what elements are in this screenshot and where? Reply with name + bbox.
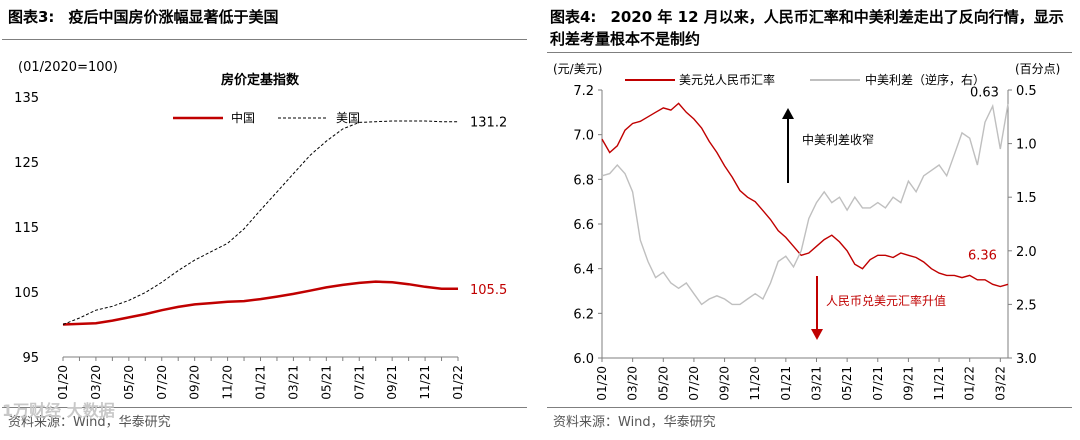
- right-x-tick-label: 09/20: [718, 366, 732, 401]
- annotation-up: 中美利差收窄: [782, 108, 874, 183]
- right-x-tick-label: 05/21: [840, 366, 854, 401]
- annotation-appreciation-text: 人民币兑美元汇率升值: [826, 293, 946, 308]
- left-y-tick-label: 135: [14, 91, 39, 106]
- annotation-down: 人民币兑美元汇率升值: [811, 276, 946, 340]
- spread-end-label: 0.63: [970, 85, 999, 100]
- right-x-tick-label: 09/21: [901, 366, 915, 401]
- right-x-tick-label: 07/20: [687, 366, 701, 401]
- right-source: 资料来源：Wind，华泰研究: [553, 415, 716, 430]
- legend-label-china: 中国: [231, 110, 255, 125]
- left-y-tick-label: 115: [14, 221, 39, 236]
- left-x-tick-label: 03/21: [286, 365, 300, 400]
- left-x-tick-label: 05/20: [122, 365, 136, 400]
- us-series-line: [62, 120, 458, 325]
- right-right-y-tick-label: 0.5: [1016, 84, 1037, 99]
- right-right-y-tick-label: 1.5: [1016, 191, 1037, 206]
- right-right-y-tick-label: 2.0: [1016, 245, 1037, 260]
- left-source: 资料来源：Wind，华泰研究: [8, 415, 171, 430]
- left-x-tick-label: 01/21: [254, 365, 268, 400]
- right-left-axis-label: (元/美元): [553, 62, 602, 76]
- left-chart-title: 房价定基指数: [221, 72, 300, 88]
- left-top-rule: [2, 39, 527, 40]
- right-figure-label: 图表4:: [550, 8, 597, 26]
- right-left-y-tick-label: 6.4: [573, 263, 594, 278]
- up-arrow-icon: [782, 108, 794, 119]
- right-right-y-tick-label: 3.0: [1016, 352, 1037, 367]
- left-unit-note: (01/2020=100): [18, 60, 118, 75]
- left-x-tick-label: 01/22: [451, 365, 465, 400]
- right-legend: 美元兑人民币汇率 中美利差（逆序，右）: [625, 72, 985, 87]
- legend-label-spread: 中美利差（逆序，右）: [865, 72, 985, 87]
- china-end-label: 105.5: [470, 283, 507, 298]
- left-bottom-rule: [2, 407, 527, 408]
- right-x-tick-label: 11/21: [932, 366, 946, 401]
- watermark: 1万财经 大数据: [2, 401, 115, 420]
- left-y-tick-label: 125: [14, 156, 39, 171]
- right-bottom-rule: [547, 407, 1072, 408]
- china-series-line: [62, 280, 458, 326]
- annotation-narrow-text: 中美利差收窄: [802, 132, 874, 147]
- right-x-tick-label: 03/21: [809, 366, 823, 401]
- left-x-tick-label: 05/21: [319, 365, 333, 400]
- down-arrow-icon: [811, 329, 823, 340]
- right-left-y-tick-label: 6.6: [573, 218, 594, 233]
- right-top-rule: [547, 52, 1072, 53]
- left-figure-title: 疫后中国房价涨幅显著低于美国: [68, 8, 279, 26]
- left-panel: 图表3: 疫后中国房价涨幅显著低于美国 (01/2020=100) 房价定基指数 …: [0, 0, 530, 434]
- right-left-y-tick-label: 6.8: [573, 173, 594, 188]
- left-x-tick-label: 07/20: [155, 365, 169, 400]
- left-figure-label: 图表3:: [8, 8, 55, 26]
- us-end-label: 131.2: [470, 116, 507, 131]
- left-x-tick-label: 11/20: [221, 365, 235, 400]
- right-x-tick-label: 07/21: [871, 366, 885, 401]
- fx-end-label: 6.36: [968, 249, 997, 264]
- right-right-y-tick-label: 2.5: [1016, 298, 1037, 313]
- left-x-tick-label: 11/21: [418, 365, 432, 400]
- right-left-y-tick-label: 7.0: [573, 129, 594, 144]
- right-right-y-tick-label: 1.0: [1016, 138, 1037, 153]
- right-figure-title: 2020 年 12 月以来，人民币汇率和中美利差走出了反向行情，显示利差考量根本…: [550, 8, 1064, 48]
- right-left-y-tick-label: 6.2: [573, 307, 594, 322]
- right-right-axis-label: (百分点): [1015, 62, 1060, 76]
- right-x-tick-label: 01/20: [595, 366, 609, 401]
- left-x-tick-label: 01/20: [56, 365, 70, 400]
- left-x-tick-label: 07/21: [352, 365, 366, 400]
- legend-label-fx: 美元兑人民币汇率: [679, 72, 775, 87]
- right-x-tick-label: 05/20: [656, 366, 670, 401]
- spread-series-line: [601, 103, 1009, 306]
- left-x-tick-label: 03/20: [89, 365, 103, 400]
- right-x-tick-label: 03/20: [626, 366, 640, 401]
- left-chart: (01/2020=100) 房价定基指数 中国 美国 95 105 115 125 13…: [14, 60, 507, 400]
- right-panel-title: 图表4: 2020 年 12 月以来，人民币汇率和中美利差走出了反向行情，显示利差…: [550, 6, 1075, 50]
- right-x-tick-label: 01/21: [779, 366, 793, 401]
- legend-label-us: 美国: [336, 111, 360, 125]
- left-legend: 中国 美国: [173, 110, 360, 125]
- right-panel: 图表4: 2020 年 12 月以来，人民币汇率和中美利差走出了反向行情，显示利差…: [545, 0, 1080, 434]
- right-left-y-tick-label: 7.2: [573, 84, 594, 99]
- left-panel-title: 图表3: 疫后中国房价涨幅显著低于美国: [8, 6, 278, 28]
- right-x-tick-label: 01/22: [963, 366, 977, 401]
- left-y-tick-label: 105: [14, 286, 39, 301]
- fx-series-line: [601, 102, 1009, 288]
- right-x-tick-label: 03/22: [993, 366, 1007, 401]
- right-left-y-tick-label: 6.0: [573, 352, 594, 367]
- left-x-tick-label: 09/20: [188, 365, 202, 400]
- left-x-tick-label: 09/21: [385, 365, 399, 400]
- right-x-tick-label: 11/20: [748, 366, 762, 401]
- right-chart: (元/美元) (百分点) 美元兑人民币汇率 中美利差（逆序，右） 6.0 6.2 6…: [553, 62, 1060, 401]
- left-y-tick-label: 95: [22, 351, 39, 366]
